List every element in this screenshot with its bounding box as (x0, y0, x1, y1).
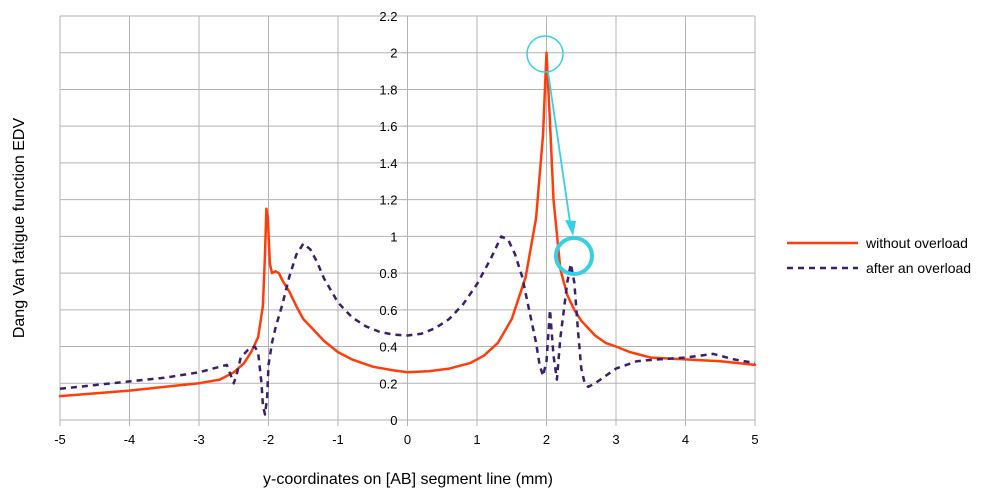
x-tick-label: 5 (751, 432, 758, 447)
shift-arrow-line (547, 71, 571, 223)
y-axis-title: Dang Van fatigue function EDV (11, 118, 28, 339)
x-tick-label: 2 (543, 432, 550, 447)
legend: without overload after an overload (787, 235, 971, 276)
legend-label-without-overload: without overload (865, 235, 968, 251)
y-tick-label: 2.2 (379, 9, 397, 24)
peak-marker-circle (526, 35, 564, 73)
x-tick-label: 3 (612, 432, 619, 447)
y-tick-label: 1.6 (379, 119, 397, 134)
x-tick-label: -5 (54, 432, 66, 447)
y-tick-label: 0 (390, 413, 397, 428)
y-tick-label: 0.6 (379, 303, 397, 318)
legend-label-after-overload: after an overload (866, 260, 971, 276)
y-tick-label: 0.2 (379, 376, 397, 391)
x-tick-label: -4 (124, 432, 136, 447)
y-tick-label: 0.8 (379, 266, 397, 281)
annotations (526, 35, 594, 276)
x-axis-title: y-coordinates on [AB] segment line (mm) (263, 471, 553, 488)
y-tick-label: 2 (390, 46, 397, 61)
y-tick-label: 0.4 (379, 340, 397, 355)
shifted-peak-marker-circle (554, 236, 594, 276)
y-tick-label: 1.2 (379, 193, 397, 208)
y-tick-label: 1.8 (379, 82, 397, 97)
y-tick-label: 1 (390, 229, 397, 244)
x-tick-label: -1 (332, 432, 344, 447)
series-layer (58, 51, 757, 416)
x-tick-label: 0 (404, 432, 411, 447)
shift-arrow-head (565, 220, 576, 236)
x-tick-label: 1 (473, 432, 480, 447)
series-line-after-overload (59, 235, 756, 416)
grid (59, 15, 756, 426)
ticks: -5 -4 -3 -2 -1 0 1 2 3 4 5 0 0.2 0.4 0.6 0.8 1 1.2 1.4 1.6 1… (54, 9, 758, 447)
y-tick-label: 1.4 (379, 156, 397, 171)
x-tick-label: -2 (263, 432, 275, 447)
x-tick-label: 4 (682, 432, 689, 447)
x-tick-label: -3 (193, 432, 205, 447)
